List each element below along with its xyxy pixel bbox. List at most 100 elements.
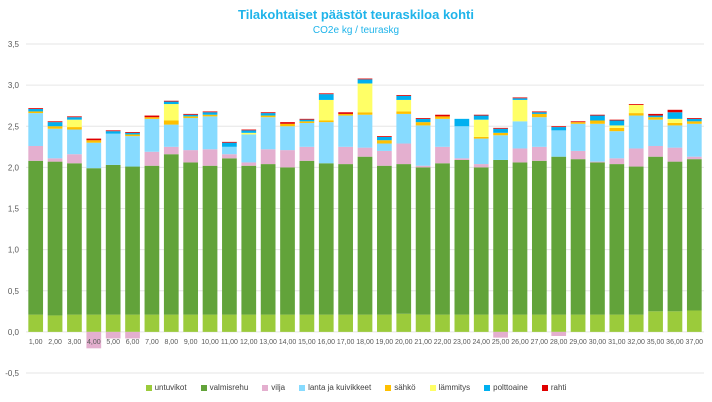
bar-segment-untuvikot bbox=[590, 314, 605, 332]
bar-segment-vilja bbox=[570, 150, 586, 160]
bar-segment-lanta-ja-kuivikkeet bbox=[396, 113, 412, 144]
bar-segment-lämmitys bbox=[67, 119, 82, 128]
bar-segment-rahti bbox=[318, 93, 334, 95]
bar-segment-valmisrehu bbox=[105, 164, 121, 315]
bar-segment-rahti bbox=[415, 118, 431, 119]
x-tick-label: 36,00 bbox=[666, 339, 684, 346]
y-tick-label: 2,0 bbox=[8, 163, 20, 172]
x-tick-label: 3,00 bbox=[68, 339, 82, 346]
bar-segment-valmisrehu bbox=[47, 161, 63, 316]
x-tick-label: 27,00 bbox=[531, 339, 549, 346]
bar-segment-vilja bbox=[396, 143, 412, 165]
x-tick-label: 30,00 bbox=[589, 339, 607, 346]
y-tick-label: 3,5 bbox=[8, 40, 20, 49]
bar-segment-lämmitys bbox=[609, 125, 625, 128]
bar-segment-vilja bbox=[667, 147, 683, 162]
bar-segment-sähkö bbox=[415, 122, 431, 126]
x-tick-label: 20,00 bbox=[395, 339, 413, 346]
bar-segment-vilja bbox=[163, 146, 179, 155]
bar-segment-lanta-ja-kuivikkeet bbox=[590, 123, 605, 162]
bar-segment-lanta-ja-kuivikkeet bbox=[280, 126, 295, 151]
bar-segment-lämmitys bbox=[163, 104, 179, 121]
legend-label: vilja bbox=[271, 383, 286, 392]
x-tick-label: 28,00 bbox=[550, 339, 568, 346]
y-tick-label: 2,5 bbox=[8, 122, 20, 131]
bar-segment-valmisrehu bbox=[280, 167, 295, 315]
bar-segment-polttoaine bbox=[260, 113, 276, 116]
legend-label: lämmitys bbox=[438, 383, 471, 392]
x-tick-label: 16,00 bbox=[317, 339, 335, 346]
bar-segment-sähkö bbox=[163, 120, 179, 125]
bar-segment-rahti bbox=[280, 122, 295, 124]
bar-segment-valmisrehu bbox=[357, 156, 373, 315]
bar-segment-lanta-ja-kuivikkeet bbox=[86, 142, 102, 169]
bar-segment-lanta-ja-kuivikkeet bbox=[493, 135, 508, 160]
bar-segment-rahti bbox=[86, 138, 102, 141]
bar-segment-valmisrehu bbox=[299, 160, 315, 315]
bar-segment-vilja bbox=[473, 164, 489, 168]
bar-segment-lanta-ja-kuivikkeet bbox=[551, 130, 567, 157]
bar-segment-sähkö bbox=[318, 120, 334, 123]
bar-segment-polttoaine bbox=[377, 136, 392, 141]
bar-segment-lanta-ja-kuivikkeet bbox=[241, 134, 257, 163]
bar-segment-polttoaine bbox=[531, 112, 547, 114]
bar-segment-valmisrehu bbox=[435, 163, 450, 315]
bar-segment-sähkö bbox=[628, 113, 644, 116]
bar-segment-vilja bbox=[493, 331, 508, 338]
bar-segment-untuvikot bbox=[280, 314, 295, 332]
bar-segment-untuvikot bbox=[667, 311, 683, 332]
bar-segment-polttoaine bbox=[28, 108, 44, 112]
y-tick-label: 0,5 bbox=[8, 287, 20, 296]
bar-segment-vilja bbox=[47, 158, 63, 162]
bar-segment-rahti bbox=[435, 114, 450, 117]
x-tick-label: 6,00 bbox=[126, 339, 140, 346]
x-tick-label: 32,00 bbox=[627, 339, 645, 346]
bar-segment-rahti bbox=[299, 118, 315, 120]
x-tick-label: 25,00 bbox=[492, 339, 510, 346]
x-tick-label: 17,00 bbox=[337, 339, 355, 346]
bar-segment-sähkö bbox=[183, 116, 199, 119]
bar-segment-vilja bbox=[590, 161, 605, 163]
bar-segment-vilja bbox=[512, 148, 528, 163]
bar-segment-valmisrehu bbox=[241, 165, 257, 315]
bar-segment-valmisrehu bbox=[28, 160, 44, 315]
bar-segment-polttoaine bbox=[609, 120, 625, 126]
bar-segment-valmisrehu bbox=[686, 159, 702, 311]
bar-segment-sähkö bbox=[648, 117, 663, 120]
bar-segment-sähkö bbox=[125, 134, 140, 137]
bar-segment-untuvikot bbox=[609, 314, 625, 332]
x-tick-label: 5,00 bbox=[106, 339, 120, 346]
bar-segment-sähkö bbox=[338, 113, 353, 116]
legend-swatch bbox=[484, 384, 491, 391]
bar-segment-lanta-ja-kuivikkeet bbox=[628, 115, 644, 149]
bar-segment-valmisrehu bbox=[667, 161, 683, 312]
bar-segment-rahti bbox=[222, 141, 237, 143]
bar-segment-polttoaine bbox=[163, 101, 179, 105]
legend-swatch bbox=[299, 384, 306, 391]
bar-segment-untuvikot bbox=[299, 314, 315, 332]
bar-segment-vilja bbox=[415, 165, 431, 168]
bar-segment-vilja bbox=[454, 158, 470, 160]
bar-segment-untuvikot bbox=[163, 314, 179, 332]
bar-segment-rahti bbox=[551, 126, 567, 128]
bar-segment-untuvikot bbox=[377, 314, 392, 332]
bar-segment-valmisrehu bbox=[183, 162, 199, 315]
bar-segment-untuvikot bbox=[551, 314, 567, 332]
bar-segment-rahti bbox=[28, 108, 44, 109]
bar-segment-valmisrehu bbox=[512, 162, 528, 315]
x-tick-label: 35,00 bbox=[647, 339, 665, 346]
bar-segment-valmisrehu bbox=[67, 163, 82, 315]
bar-segment-valmisrehu bbox=[648, 156, 663, 312]
bar-segment-untuvikot bbox=[241, 314, 257, 332]
x-tick-label: 10,00 bbox=[201, 339, 219, 346]
bar-segment-lanta-ja-kuivikkeet bbox=[299, 122, 315, 147]
x-tick-label: 29,00 bbox=[569, 339, 587, 346]
legend-label: polttoaine bbox=[493, 383, 528, 392]
bar-segment-vilja bbox=[86, 331, 102, 349]
bar-segment-rahti bbox=[396, 94, 412, 96]
bar-segment-untuvikot bbox=[144, 314, 160, 332]
x-tick-label: 7,00 bbox=[145, 339, 159, 346]
bar-segment-rahti bbox=[648, 113, 663, 116]
bar-segment-lämmitys bbox=[512, 99, 528, 122]
legend-swatch bbox=[429, 384, 436, 391]
